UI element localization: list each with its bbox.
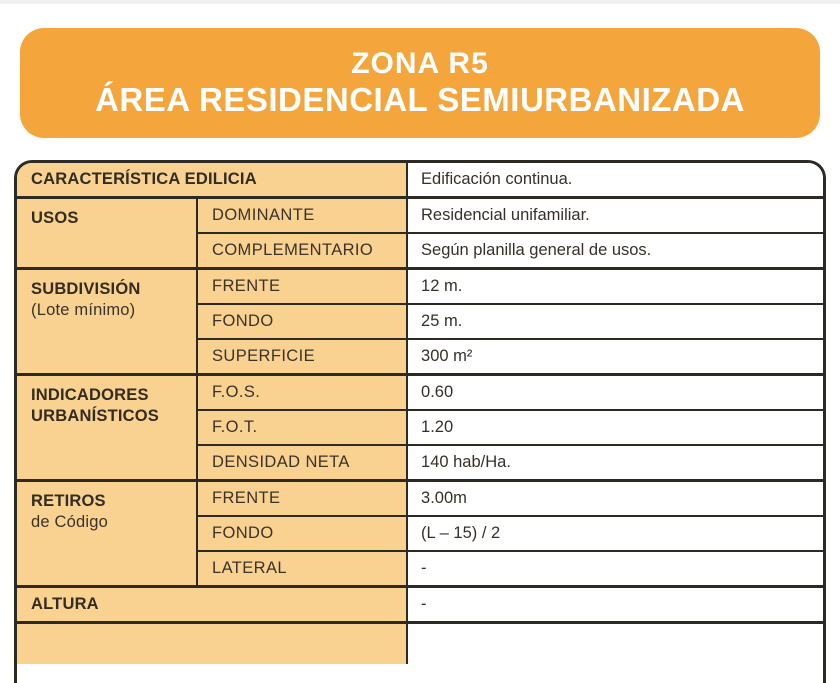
row-altura: ALTURA - [17, 585, 823, 623]
row-indicadores-fot: F.O.T. 1.20 [17, 409, 823, 445]
param-complementario: COMPLEMENTARIO [195, 232, 408, 269]
row-clipped-bottom [17, 621, 823, 664]
value-subdivision-fondo: 25 m. [406, 303, 823, 339]
retiros-sublabel-text: de Código [31, 512, 109, 531]
row-subdivision-superficie: SUPERFICIE 300 m² [17, 338, 823, 375]
subdivision-sublabel-text: (Lote mínimo) [31, 300, 136, 319]
param-retiros-fondo: FONDO [195, 515, 408, 551]
value-caracteristica-edilicia: Edificación continua. [406, 163, 823, 198]
value-fot: 1.20 [406, 409, 823, 445]
value-subdivision-frente: 12 m. [406, 267, 823, 304]
group-label-retiros: RETIROS de Código [17, 479, 197, 587]
param-dominante: DOMINANTE [195, 196, 408, 233]
value-altura: - [406, 585, 823, 623]
value-retiros-frente: 3.00m [406, 479, 823, 516]
zoning-table-grid: CARACTERÍSTICA EDILICIA Edificación cont… [17, 163, 823, 664]
value-subdivision-superficie: 300 m² [406, 338, 823, 375]
row-indicadores-densidad: DENSIDAD NETA 140 hab/Ha. [17, 444, 823, 481]
row-caracteristica: CARACTERÍSTICA EDILICIA Edificación cont… [17, 163, 823, 198]
param-subdivision-superficie: SUPERFICIE [195, 338, 408, 375]
row-retiros-fondo: FONDO (L – 15) / 2 [17, 515, 823, 551]
label-caracteristica-edilicia: CARACTERÍSTICA EDILICIA [17, 163, 408, 198]
label-altura: ALTURA [17, 585, 408, 623]
zone-banner: ZONA R5 ÁREA RESIDENCIAL SEMIURBANIZADA [20, 28, 820, 138]
group-label-usos: USOS [17, 196, 197, 269]
subdivision-label-text: SUBDIVISIÓN [31, 280, 141, 298]
row-indicadores-fos: INDICADORES URBANÍSTICOS F.O.S. 0.60 [17, 373, 823, 481]
group-label-indicadores: INDICADORES URBANÍSTICOS [17, 373, 197, 481]
group-label-subdivision: SUBDIVISIÓN (Lote mínimo) [17, 267, 197, 375]
value-densidad-neta: 140 hab/Ha. [406, 444, 823, 481]
banner-title: ZONA R5 [351, 47, 489, 81]
param-subdivision-frente: FRENTE [195, 267, 408, 304]
value-clipped [406, 621, 823, 664]
param-retiros-lateral: LATERAL [195, 550, 408, 587]
row-subdivision-fondo: FONDO 25 m. [17, 303, 823, 339]
row-retiros-frente: RETIROS de Código FRENTE 3.00m [17, 479, 823, 587]
label-clipped [17, 621, 408, 664]
row-retiros-lateral: LATERAL - [17, 550, 823, 587]
row-usos-complementario: COMPLEMENTARIO Según planilla general de… [17, 232, 823, 269]
value-retiros-fondo: (L – 15) / 2 [406, 515, 823, 551]
usos-label-text: USOS [31, 209, 79, 227]
zoning-table: CARACTERÍSTICA EDILICIA Edificación cont… [14, 160, 826, 683]
param-densidad-neta: DENSIDAD NETA [195, 444, 408, 481]
row-subdivision-frente: SUBDIVISIÓN (Lote mínimo) FRENTE 12 m. [17, 267, 823, 375]
value-retiros-lateral: - [406, 550, 823, 587]
value-complementario: Según planilla general de usos. [406, 232, 823, 269]
param-retiros-frente: FRENTE [195, 479, 408, 516]
banner-subtitle: ÁREA RESIDENCIAL SEMIURBANIZADA [95, 80, 745, 118]
indicadores-label-text: INDICADORES URBANÍSTICOS [31, 386, 159, 425]
retiros-label-text: RETIROS [31, 492, 106, 510]
value-fos: 0.60 [406, 373, 823, 410]
param-fot: F.O.T. [195, 409, 408, 445]
top-edge-strip [0, 0, 840, 4]
param-fos: F.O.S. [195, 373, 408, 410]
row-usos-dominante: USOS DOMINANTE Residencial unifamiliar. [17, 196, 823, 269]
value-dominante: Residencial unifamiliar. [406, 196, 823, 233]
param-subdivision-fondo: FONDO [195, 303, 408, 339]
